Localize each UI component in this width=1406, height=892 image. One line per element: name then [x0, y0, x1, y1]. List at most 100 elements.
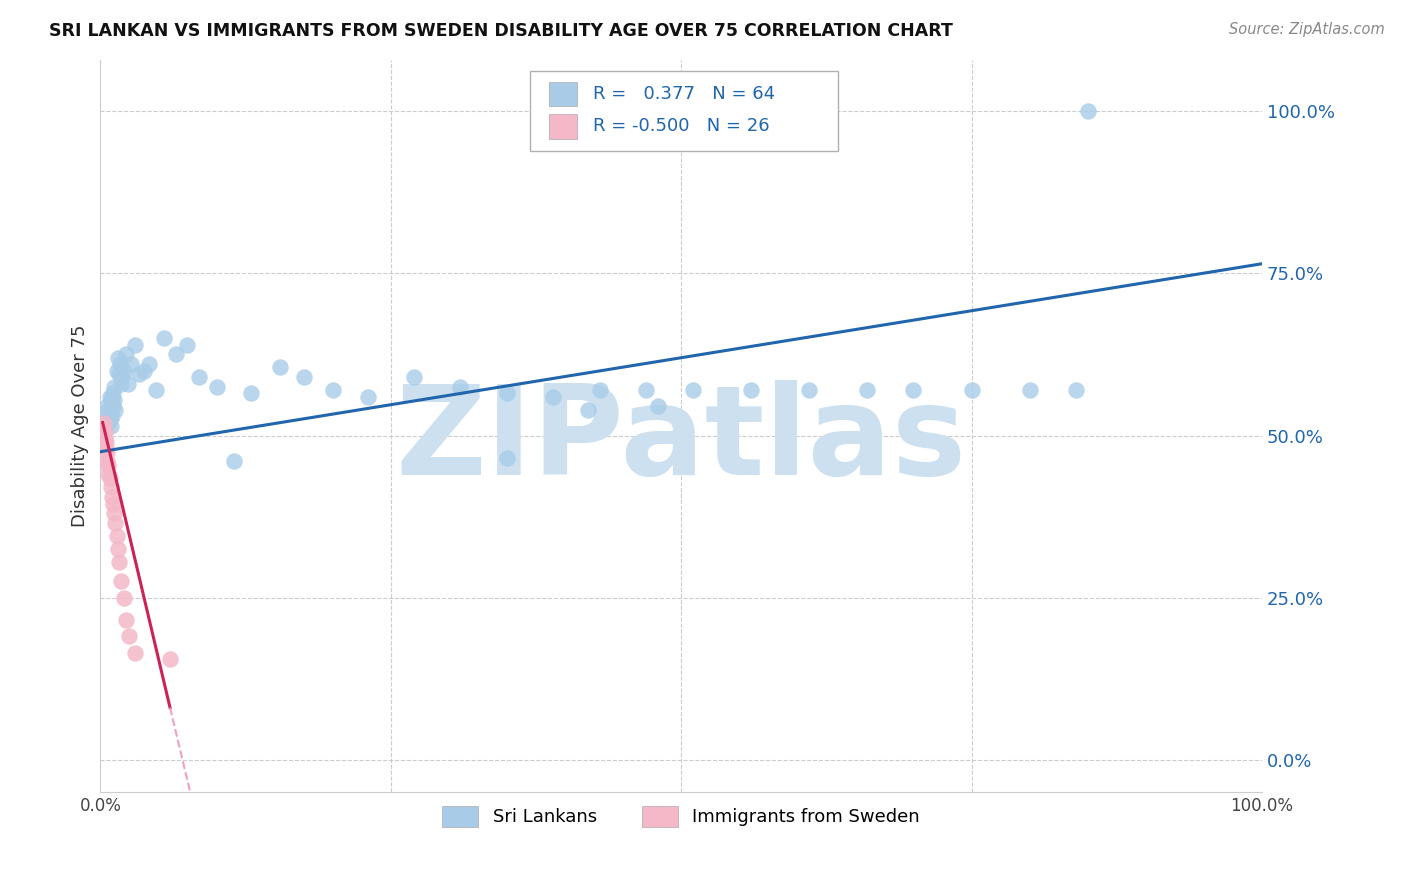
Point	[96, 442, 118, 456]
Point	[107, 351, 129, 365]
Point	[108, 555, 131, 569]
Point	[496, 451, 519, 466]
Point	[97, 458, 120, 472]
Point	[94, 416, 117, 430]
Point	[134, 364, 156, 378]
Point	[115, 613, 138, 627]
Point	[101, 409, 124, 423]
Point	[107, 541, 129, 556]
Point	[222, 454, 245, 468]
Point	[104, 516, 127, 530]
Point	[96, 418, 118, 433]
Point	[124, 338, 146, 352]
Point	[138, 357, 160, 371]
Point	[402, 370, 425, 384]
Point	[1077, 104, 1099, 119]
Point	[101, 490, 124, 504]
Point	[103, 392, 125, 407]
Point	[98, 470, 121, 484]
Point	[496, 386, 519, 401]
Text: R = -0.500   N = 26: R = -0.500 N = 26	[593, 117, 769, 136]
Point	[145, 383, 167, 397]
Point	[101, 400, 124, 414]
Point	[104, 402, 127, 417]
Point	[94, 425, 117, 440]
Point	[449, 380, 471, 394]
Point	[112, 364, 135, 378]
Point	[188, 370, 211, 384]
Point	[165, 347, 187, 361]
Text: R =   0.377   N = 64: R = 0.377 N = 64	[593, 85, 775, 103]
Point	[96, 444, 118, 458]
Point	[98, 390, 121, 404]
FancyBboxPatch shape	[548, 81, 576, 106]
Point	[110, 376, 132, 391]
Point	[153, 331, 176, 345]
Point	[117, 376, 139, 391]
Point	[110, 574, 132, 589]
Point	[91, 422, 114, 436]
Point	[118, 629, 141, 643]
Point	[960, 383, 983, 397]
FancyBboxPatch shape	[548, 114, 576, 138]
Text: ZIPatlas: ZIPatlas	[395, 380, 967, 501]
Point	[322, 383, 344, 397]
Point	[105, 364, 128, 378]
Point	[740, 383, 762, 397]
Text: SRI LANKAN VS IMMIGRANTS FROM SWEDEN DISABILITY AGE OVER 75 CORRELATION CHART: SRI LANKAN VS IMMIGRANTS FROM SWEDEN DIS…	[49, 22, 953, 40]
Point	[100, 418, 122, 433]
Point	[97, 467, 120, 482]
Point	[356, 390, 378, 404]
Point	[96, 412, 118, 426]
Text: Source: ZipAtlas.com: Source: ZipAtlas.com	[1229, 22, 1385, 37]
Point	[797, 383, 820, 397]
Point	[97, 416, 120, 430]
Point	[108, 367, 131, 381]
Point	[115, 347, 138, 361]
Point	[1018, 383, 1040, 397]
Legend: Sri Lankans, Immigrants from Sweden: Sri Lankans, Immigrants from Sweden	[433, 797, 929, 836]
Point	[96, 409, 118, 423]
Point	[101, 386, 124, 401]
Point	[101, 390, 124, 404]
Point	[103, 506, 125, 520]
Point	[120, 357, 142, 371]
Point	[98, 412, 121, 426]
Point	[124, 646, 146, 660]
Point	[100, 392, 122, 407]
Point	[108, 357, 131, 371]
Point	[1064, 383, 1087, 397]
Point	[205, 380, 228, 394]
FancyBboxPatch shape	[530, 70, 838, 151]
Point	[903, 383, 925, 397]
Point	[682, 383, 704, 397]
Point	[97, 402, 120, 417]
Point	[100, 480, 122, 494]
Point	[93, 428, 115, 442]
Point	[112, 591, 135, 605]
Point	[94, 432, 117, 446]
Point	[105, 529, 128, 543]
Point	[543, 390, 565, 404]
Point	[856, 383, 879, 397]
Point	[96, 400, 118, 414]
Point	[636, 383, 658, 397]
Point	[101, 497, 124, 511]
Point	[128, 367, 150, 381]
Point	[589, 383, 612, 397]
Point	[269, 360, 291, 375]
Point	[93, 425, 115, 440]
Y-axis label: Disability Age Over 75: Disability Age Over 75	[72, 325, 89, 527]
Point	[240, 386, 263, 401]
Point	[96, 454, 118, 468]
Point	[96, 435, 118, 450]
Point	[292, 370, 315, 384]
Point	[111, 370, 134, 384]
Point	[103, 380, 125, 394]
Point	[159, 652, 181, 666]
Point	[93, 416, 115, 430]
Point	[94, 422, 117, 436]
Point	[176, 338, 198, 352]
Point	[576, 402, 599, 417]
Point	[647, 400, 669, 414]
